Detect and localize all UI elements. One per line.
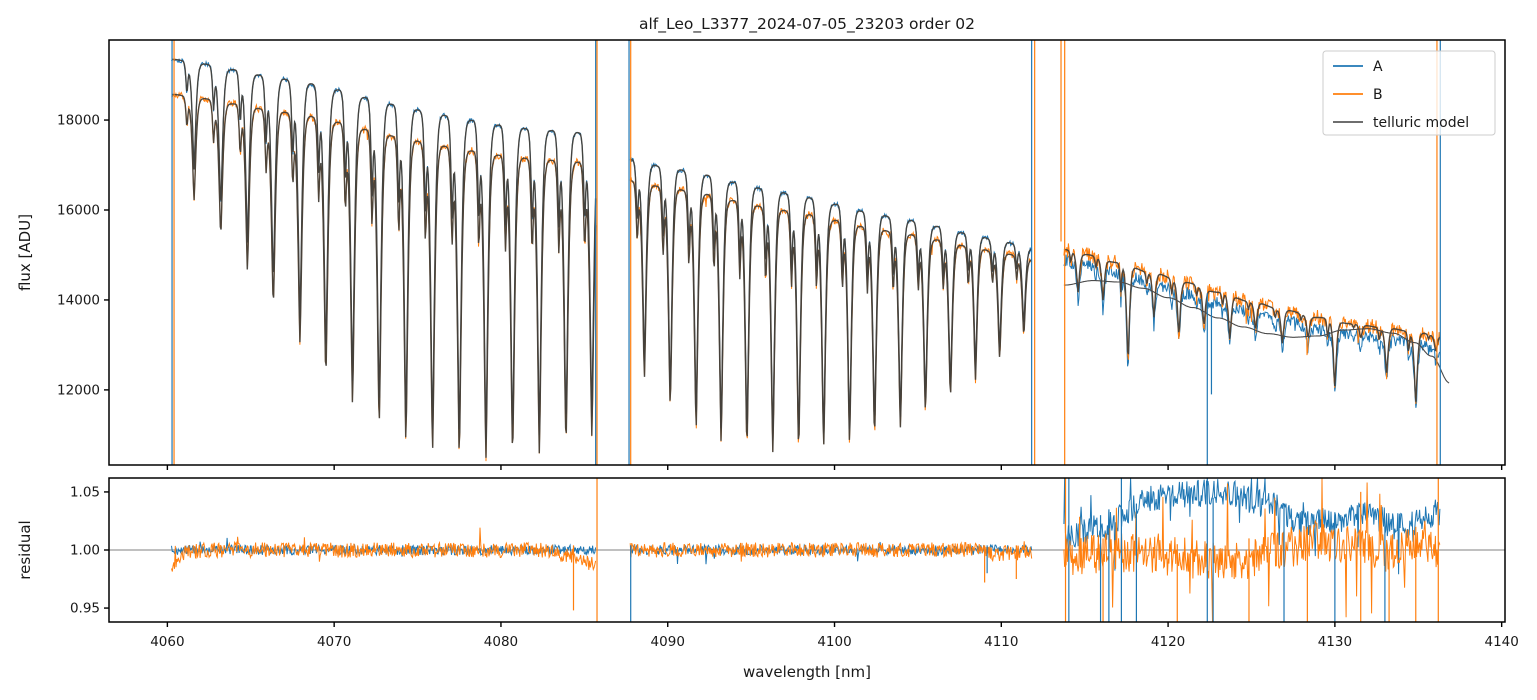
- residual-series-B: [1063, 478, 1441, 622]
- x-tick-label: 4140: [1484, 634, 1518, 650]
- x-tick-label: 4060: [150, 634, 184, 650]
- x-tick-label: 4080: [484, 634, 518, 650]
- legend-label-B: B: [1373, 87, 1383, 103]
- telluric-model-B: [630, 180, 1032, 453]
- x-tick-label: 4110: [984, 634, 1018, 650]
- telluric-model-B: [1063, 248, 1441, 402]
- residual-series-B: [171, 527, 597, 572]
- flux-tick-label: 12000: [57, 382, 100, 398]
- legend-label-A: A: [1373, 59, 1383, 75]
- flux-panel-frame: [108, 39, 1506, 466]
- flux-tick-label: 18000: [57, 113, 100, 129]
- residual-tick-label: 1.00: [70, 543, 100, 559]
- x-tick-label: 4120: [1151, 634, 1185, 650]
- telluric-model-A: [171, 58, 597, 440]
- residual-tick-label: 0.95: [70, 601, 100, 617]
- axis-ticks: 4060 4070 4080 4090 4100 4110 4120 4130 4140 1200…: [57, 113, 1519, 650]
- residual-axis-label: residual: [16, 520, 34, 579]
- residual-series-A: [1063, 478, 1441, 575]
- x-tick-label: 4100: [817, 634, 851, 650]
- flux-tick-label: 16000: [57, 203, 100, 219]
- telluric-model-A: [630, 158, 1032, 441]
- flux-axis-label: flux [ADU]: [16, 214, 34, 291]
- residual-panel: [109, 478, 1505, 622]
- residual-series-B: [629, 541, 1033, 563]
- x-tick-label: 4090: [651, 634, 685, 650]
- flux-series-A: [171, 57, 597, 441]
- telluric-model-B: [171, 93, 597, 458]
- flux-series-B: [1063, 243, 1441, 405]
- flux-panel: [171, 40, 1450, 465]
- flux-series-A: [629, 157, 1033, 442]
- x-tick-label: 4070: [317, 634, 351, 650]
- telluric-model-smooth: [1063, 280, 1450, 384]
- flux-tick-label: 14000: [57, 292, 100, 308]
- chart-title: alf_Leo_L3377_2024-07-05_23203 order 02: [639, 15, 975, 34]
- residual-tick-label: 1.05: [70, 484, 100, 500]
- legend-label-telluric-model: telluric model: [1373, 115, 1469, 131]
- x-axis-label: wavelength [nm]: [743, 663, 871, 681]
- x-tick-label: 4130: [1318, 634, 1352, 650]
